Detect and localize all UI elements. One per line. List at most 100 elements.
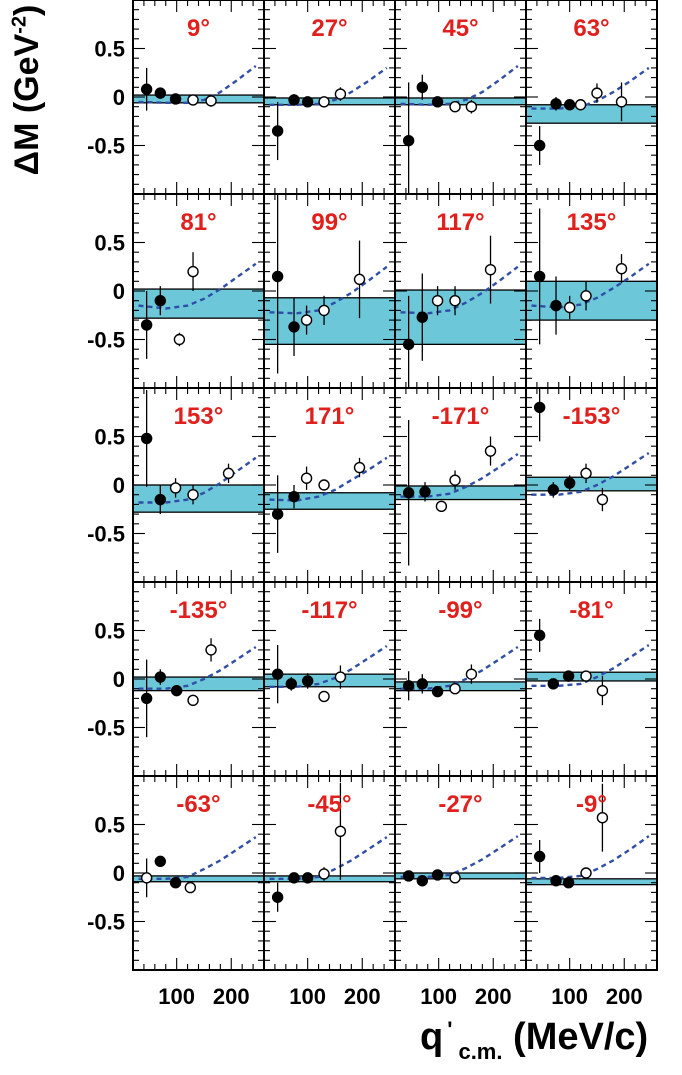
y-axis-label-close: ) bbox=[8, 4, 46, 16]
filled-data-point bbox=[140, 319, 153, 331]
open-data-point bbox=[563, 301, 576, 314]
y-tick-label: 0.5 bbox=[94, 425, 125, 450]
panel-plot-area bbox=[133, 0, 264, 194]
y-tick-label: -0.5 bbox=[87, 134, 125, 159]
filled-data-point bbox=[154, 295, 166, 307]
theory-curve bbox=[400, 835, 519, 879]
open-data-point bbox=[222, 467, 235, 480]
x-axis-label-units: (MeV/c) bbox=[513, 1016, 649, 1058]
panel-angle-label: 135° bbox=[567, 209, 617, 236]
filled-data-point bbox=[301, 675, 314, 687]
x-axis-label-sub: c.m. bbox=[458, 1039, 503, 1064]
panel-angle-label: 81° bbox=[180, 209, 216, 236]
y-tick-label: 0 bbox=[113, 861, 125, 886]
filled-data-point bbox=[563, 477, 576, 489]
filled-data-point bbox=[533, 629, 546, 642]
filled-data-point bbox=[154, 493, 166, 506]
open-data-point bbox=[580, 467, 592, 480]
panel-plot-area bbox=[264, 194, 395, 388]
panel-angle-label: -117° bbox=[301, 597, 357, 624]
open-data-point bbox=[465, 668, 478, 680]
open-data-point bbox=[318, 304, 330, 317]
open-data-point bbox=[318, 479, 330, 491]
filled-data-point bbox=[402, 338, 415, 351]
filled-data-point bbox=[288, 490, 300, 503]
filled-data-point bbox=[562, 877, 575, 889]
filled-data-point bbox=[402, 134, 415, 147]
x-axis-label: q'c.m. (MeV/c) bbox=[420, 1016, 648, 1065]
open-data-point bbox=[353, 461, 366, 474]
x-tick-label: 100 bbox=[289, 984, 326, 1009]
filled-data-point bbox=[154, 87, 166, 99]
x-tick-label: 100 bbox=[420, 984, 457, 1009]
open-data-point bbox=[318, 690, 330, 703]
panel-angle-label: -27° bbox=[438, 791, 482, 818]
filled-data-point bbox=[301, 96, 314, 108]
open-data-point bbox=[449, 683, 461, 695]
y-axis-label-exponent: -2 bbox=[8, 15, 31, 34]
filled-data-point bbox=[271, 508, 284, 520]
open-data-point bbox=[596, 493, 609, 506]
y-tick-label: 0 bbox=[113, 279, 125, 304]
open-data-point bbox=[580, 670, 592, 682]
open-data-point bbox=[484, 263, 497, 276]
open-data-point bbox=[300, 314, 313, 326]
uncertainty-band bbox=[133, 484, 264, 513]
filled-data-point bbox=[402, 487, 415, 499]
theory-curve bbox=[531, 66, 650, 110]
filled-data-point bbox=[140, 83, 153, 95]
filled-data-point bbox=[547, 678, 559, 690]
filled-data-point bbox=[416, 311, 428, 323]
y-tick-label: -0.5 bbox=[87, 716, 125, 741]
x-tick-label: 100 bbox=[551, 984, 588, 1009]
uncertainty-band bbox=[133, 676, 264, 692]
uncertainty-band bbox=[526, 104, 657, 124]
y-tick-label: 0.5 bbox=[94, 813, 125, 838]
panel-angle-label: 63° bbox=[573, 15, 609, 42]
panel-angle-label: 153° bbox=[174, 403, 224, 430]
filled-data-point bbox=[402, 870, 415, 882]
filled-data-point bbox=[562, 670, 575, 682]
x-axis-label-prime: ' bbox=[447, 1017, 453, 1042]
open-data-point bbox=[334, 671, 347, 683]
x-tick-label: 200 bbox=[213, 984, 250, 1009]
filled-data-point bbox=[431, 96, 444, 108]
y-tick-label: -0.5 bbox=[87, 910, 125, 935]
filled-data-point bbox=[169, 877, 182, 889]
y-tick-label: 0 bbox=[113, 473, 125, 498]
uncertainty-band bbox=[264, 297, 395, 346]
open-data-point bbox=[449, 872, 461, 884]
panel-plot-area bbox=[526, 582, 657, 776]
panel-angle-label: -63° bbox=[176, 791, 220, 818]
panel-plot-area bbox=[395, 0, 526, 194]
y-tick-label: -0.5 bbox=[87, 328, 125, 353]
open-data-point bbox=[484, 445, 497, 457]
open-data-point bbox=[596, 684, 609, 697]
panel-plot-area bbox=[526, 388, 657, 582]
filled-data-point bbox=[154, 671, 166, 683]
theory-curve bbox=[400, 645, 519, 690]
open-data-point bbox=[580, 290, 592, 302]
open-data-point bbox=[449, 474, 461, 486]
open-data-point bbox=[596, 812, 609, 824]
panel-plot-area bbox=[264, 388, 395, 582]
open-data-point bbox=[205, 644, 217, 656]
open-data-point bbox=[591, 87, 603, 99]
panel-plot-area bbox=[133, 194, 264, 388]
y-tick-label: 0 bbox=[113, 85, 125, 110]
filled-data-point bbox=[271, 125, 284, 137]
panel-plot-area bbox=[395, 388, 526, 582]
uncertainty-band bbox=[526, 476, 657, 492]
filled-data-point bbox=[301, 872, 314, 884]
theory-curve bbox=[531, 644, 650, 687]
filled-data-point bbox=[154, 855, 166, 868]
filled-data-point bbox=[288, 872, 300, 884]
filled-data-point bbox=[416, 678, 428, 690]
y-axis-label: ΔM (GeV-2) bbox=[8, 0, 48, 190]
open-data-point bbox=[318, 868, 330, 880]
panel-angle-label: 9° bbox=[187, 15, 210, 42]
theory-curve bbox=[269, 265, 388, 315]
uncertainty-band bbox=[264, 492, 395, 510]
filled-data-point bbox=[140, 692, 153, 705]
